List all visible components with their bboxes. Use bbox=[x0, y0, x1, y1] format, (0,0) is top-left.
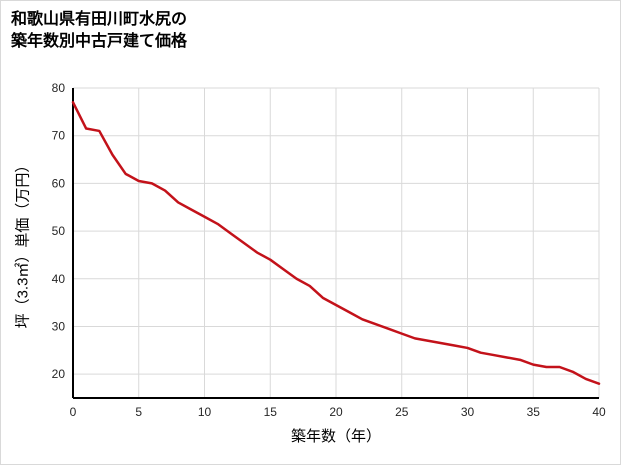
price-line bbox=[71, 101, 601, 385]
y-tick-label: 50 bbox=[52, 224, 66, 238]
y-tick-label: 30 bbox=[52, 319, 66, 333]
x-tick-label: 20 bbox=[329, 405, 343, 419]
y-tick-label: 70 bbox=[52, 129, 66, 143]
x-axis-label: 築年数（年） bbox=[290, 428, 382, 445]
y-tick-label: 60 bbox=[52, 176, 66, 190]
chart-title: 和歌山県有田川町水尻の 築年数別中古戸建て価格 bbox=[11, 11, 188, 50]
x-tick-label: 40 bbox=[592, 405, 606, 419]
y-tick-label: 40 bbox=[52, 272, 66, 286]
x-tick-label: 30 bbox=[461, 405, 475, 419]
x-tick-label: 0 bbox=[70, 405, 77, 419]
x-tick-label: 15 bbox=[264, 405, 278, 419]
x-tick-label: 35 bbox=[527, 405, 541, 419]
x-tick-label: 10 bbox=[198, 405, 212, 419]
x-tick-label: 25 bbox=[395, 405, 409, 419]
x-tick-label: 5 bbox=[135, 405, 142, 419]
y-tick-label: 20 bbox=[52, 367, 66, 381]
y-tick-label: 80 bbox=[52, 81, 66, 95]
